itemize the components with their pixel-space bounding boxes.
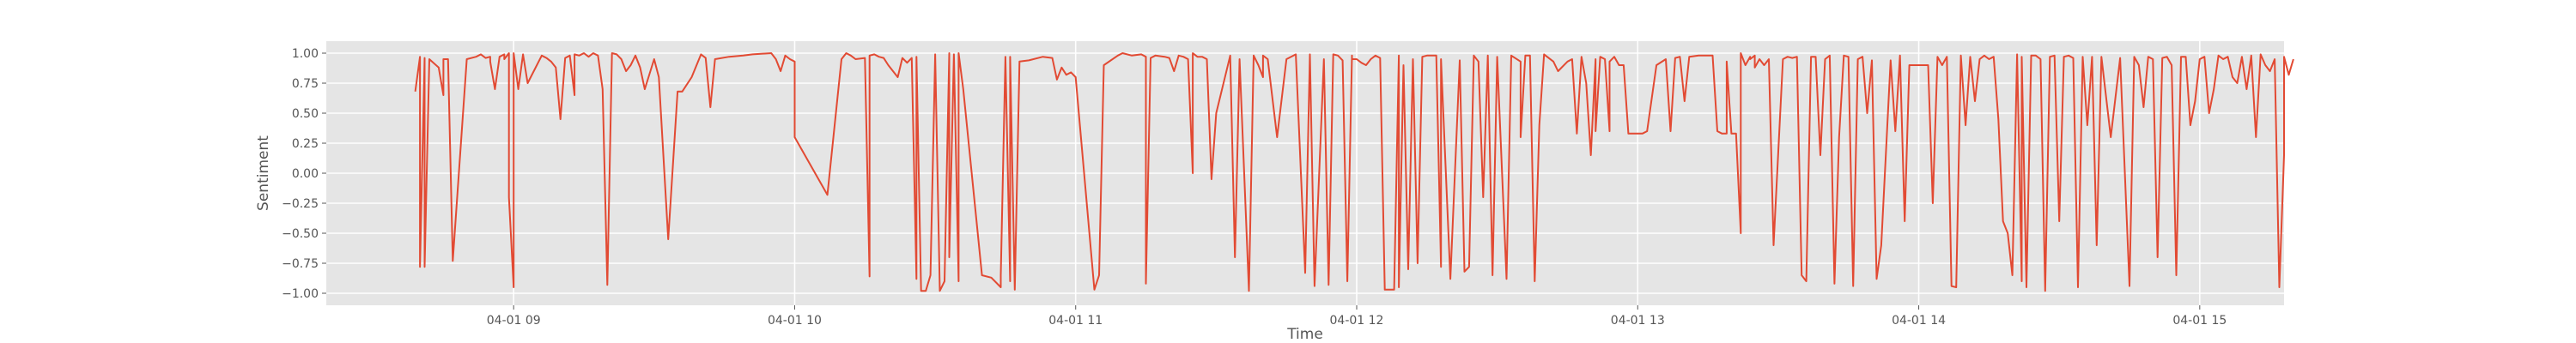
y-tick-label: −0.25 bbox=[282, 197, 319, 211]
y-tick-label: −1.00 bbox=[282, 287, 319, 301]
x-tick-label: 04-01 09 bbox=[487, 314, 541, 328]
x-tick-label: 04-01 12 bbox=[1330, 314, 1384, 328]
x-tick-label: 04-01 15 bbox=[2172, 314, 2227, 328]
y-tick-label: 0.50 bbox=[292, 107, 319, 121]
x-tick-label: 04-01 14 bbox=[1892, 314, 1946, 328]
y-axis-label: Sentiment bbox=[255, 135, 272, 211]
axis-ticks: 1.00 0.75 0.50 0.25 0.00 −0.25 −0.50 −0.75 −1.00… bbox=[282, 47, 2227, 328]
x-tick-label: 04-01 13 bbox=[1611, 314, 1665, 328]
y-tick-label: 0.75 bbox=[292, 77, 319, 91]
series-lines bbox=[414, 52, 2294, 292]
x-tick-label: 04-01 11 bbox=[1048, 314, 1103, 328]
y-tick-label: −0.75 bbox=[282, 257, 319, 271]
y-tick-label: 1.00 bbox=[292, 47, 319, 61]
x-tick-label: 04-01 10 bbox=[768, 314, 822, 328]
sentiment-line bbox=[414, 52, 2294, 292]
x-axis-label: Time bbox=[1286, 326, 1323, 343]
y-tick-label: −0.50 bbox=[282, 227, 319, 241]
y-tick-label: 0.00 bbox=[292, 167, 319, 181]
y-tick-label: 0.25 bbox=[292, 137, 319, 151]
